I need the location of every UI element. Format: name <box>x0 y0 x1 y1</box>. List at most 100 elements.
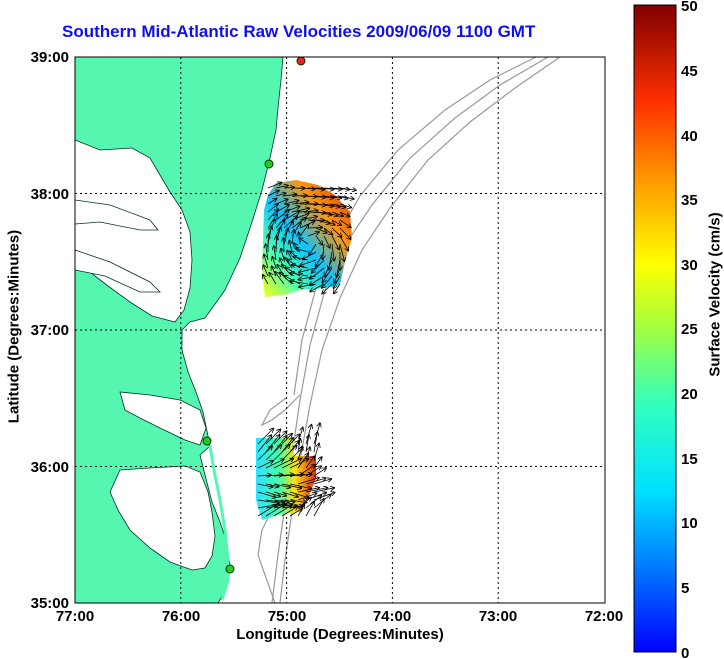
velocity-vector <box>313 479 331 485</box>
velocity-vector <box>275 210 289 221</box>
velocity-vector <box>337 259 341 277</box>
radar-site-markers <box>202 57 306 574</box>
river-york <box>75 249 161 293</box>
velocity-vector <box>307 232 319 237</box>
velocity-vector <box>265 484 279 487</box>
velocity-vector <box>257 435 271 453</box>
barrier-islands <box>208 445 230 601</box>
velocity-vector <box>295 248 309 253</box>
x-tick-label: 72:00 <box>585 608 623 625</box>
site-marker-offline <box>296 57 306 66</box>
y-tick-label: 36:00 <box>31 459 69 476</box>
x-tick-label: 76:00 <box>162 608 200 625</box>
velocity-vector <box>269 273 277 285</box>
x-tick-label: 75:00 <box>268 608 306 625</box>
velocity-vector <box>275 186 288 189</box>
velocity-vector <box>289 241 292 253</box>
velocity-vector <box>265 445 282 461</box>
velocity-vector <box>299 211 318 213</box>
velocity-vector <box>297 453 308 469</box>
velocity-vector <box>290 273 309 277</box>
velocity-vector <box>305 466 321 477</box>
velocity-vector <box>334 275 341 288</box>
velocity-vector <box>305 478 326 485</box>
velocity-vector <box>289 459 309 469</box>
colorbar-tick-label: 50 <box>681 0 698 15</box>
velocity-vector <box>299 188 315 189</box>
velocity-vector <box>283 194 297 196</box>
velocity-vector <box>325 259 333 276</box>
colorbar-tick-label: 15 <box>681 451 698 468</box>
velocity-vector <box>339 235 348 251</box>
colorbar-tick-label: 30 <box>681 257 698 274</box>
y-tick-label: 35:00 <box>31 595 69 612</box>
velocity-vector <box>331 219 341 225</box>
velocity-vector <box>265 499 284 503</box>
velocity-vector <box>312 259 325 273</box>
velocity-vector <box>339 211 350 217</box>
river-west <box>75 199 159 231</box>
chesapeake-bay <box>75 139 193 323</box>
velocity-vector <box>297 488 319 493</box>
velocity-vector <box>266 244 268 261</box>
x-axis-label: Longitude (Degrees:Minutes) <box>236 626 444 643</box>
colorbar-tick-label: 20 <box>681 386 698 403</box>
velocity-vector <box>307 196 326 197</box>
velocity-vector <box>334 283 341 294</box>
velocity-vector <box>290 281 309 285</box>
velocity-vector <box>297 478 319 485</box>
colorbar-tick-label: 0 <box>681 645 689 659</box>
velocity-vector <box>275 193 286 196</box>
velocity-vector <box>273 445 290 461</box>
velocity-vector <box>323 243 324 259</box>
velocity-vector <box>273 491 286 496</box>
velocity-vector <box>264 254 269 269</box>
x-tick-label: 73:00 <box>479 608 517 625</box>
velocity-vector <box>323 219 335 225</box>
velocity-vector <box>289 508 303 517</box>
x-tick-label: 74:00 <box>373 608 411 625</box>
velocity-vector <box>339 203 351 208</box>
velocity-vector <box>297 505 304 517</box>
velocity-vector <box>299 283 317 287</box>
velocity-vector <box>272 257 277 269</box>
vector-field-north <box>263 183 356 294</box>
velocity-vector <box>339 195 354 199</box>
pamlico-sound <box>109 465 216 571</box>
velocity-vector <box>281 500 295 502</box>
velocity-vector <box>307 227 322 228</box>
albemarle-sound <box>119 391 207 446</box>
map-title: Southern Mid-Atlantic Raw Velocities 200… <box>62 22 536 41</box>
velocity-vector <box>293 257 309 261</box>
velocity-vector <box>281 491 298 497</box>
velocity-vector <box>313 499 324 517</box>
velocity-vector <box>297 498 311 509</box>
vector-field-south <box>257 423 335 517</box>
velocity-vector <box>323 196 341 198</box>
site-marker <box>264 159 274 169</box>
velocity-vector <box>313 468 326 477</box>
velocity-vector <box>323 211 338 216</box>
velocity-vector <box>281 506 298 517</box>
velocity-vector <box>267 204 278 213</box>
velocity-vector <box>323 235 330 248</box>
velocity-vector <box>298 275 317 280</box>
site-marker <box>202 436 212 446</box>
x-axis-ticks: 77:00 76:00 75:00 74:00 73:00 72:00 <box>56 608 623 625</box>
velocity-vector <box>263 265 269 277</box>
velocity-vector <box>315 219 330 224</box>
colorbar-tick-label: 10 <box>681 515 698 532</box>
y-tick-label: 39:00 <box>31 49 69 66</box>
velocity-vector <box>283 201 299 205</box>
velocity-vector <box>322 275 333 288</box>
velocity-vector <box>265 504 285 517</box>
velocity-vector <box>310 283 325 292</box>
velocity-vector <box>257 491 276 497</box>
velocity-vector <box>281 446 297 461</box>
velocity-vector <box>299 267 317 272</box>
velocity-vector <box>265 459 284 469</box>
velocity-vector <box>291 265 309 269</box>
velocity-vector <box>297 465 315 477</box>
velocity-vector <box>322 283 333 294</box>
